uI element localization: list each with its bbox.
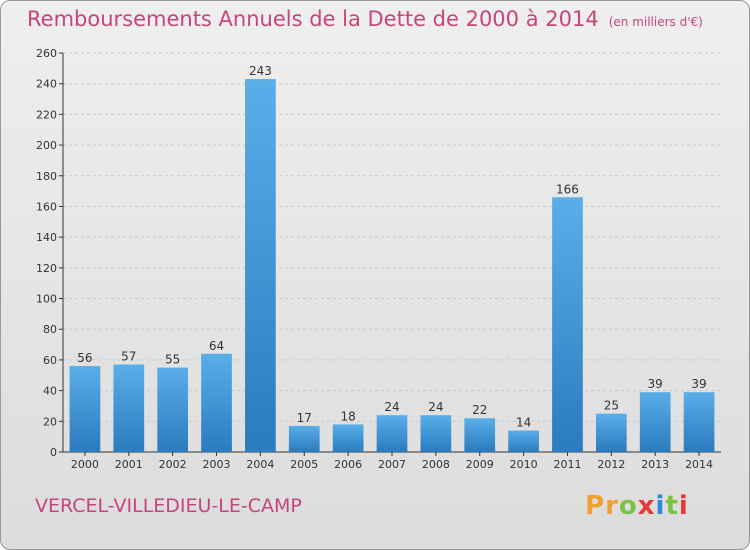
logo-letter: o: [618, 491, 638, 521]
bar: [245, 79, 276, 452]
y-tick-label: 100: [36, 293, 57, 306]
bar-value-label: 18: [340, 409, 355, 423]
x-tick-label: 2007: [378, 458, 406, 471]
bar-value-label: 25: [604, 399, 619, 413]
y-tick-label: 200: [36, 139, 57, 152]
bar-value-label: 22: [472, 403, 487, 417]
x-tick-label: 2004: [246, 458, 274, 471]
grid-lines: [63, 52, 721, 422]
y-tick-label: 60: [43, 354, 57, 367]
y-tick-label: 140: [36, 231, 57, 244]
bar: [464, 418, 496, 452]
x-tick-label: 2000: [71, 458, 99, 471]
bar: [595, 413, 627, 452]
bar: [552, 197, 583, 452]
bar: [201, 353, 232, 452]
logo-letter: x: [637, 491, 656, 521]
x-tick-labels: 2000 2001 2002 2003 2004 2005 2006 2007 2008 2009…: [71, 458, 713, 471]
y-tick-label: 160: [36, 200, 57, 213]
x-tick-label: 2003: [203, 458, 231, 471]
logo-letter: i: [655, 491, 666, 521]
bar: [683, 392, 715, 452]
bar: [376, 415, 408, 452]
bar-value-label: 24: [428, 400, 443, 414]
logo-letter: r: [605, 491, 619, 521]
y-tick-label: 240: [36, 78, 57, 91]
x-tick-label: 2014: [685, 458, 713, 471]
commune-name: VERCEL-VILLEDIEU-LE-CAMP: [35, 495, 302, 517]
bar-value-label: 166: [556, 182, 579, 196]
y-tick-label: 120: [36, 262, 57, 275]
bar: [113, 364, 145, 452]
logo-letter: t: [665, 491, 679, 521]
x-tick-label: 2012: [597, 458, 625, 471]
bar-value-label: 57: [121, 350, 136, 364]
bar: [508, 430, 539, 452]
x-tick-label: 2005: [290, 458, 318, 471]
chart-title: Remboursements Annuels de la Dette de 20…: [27, 7, 703, 31]
y-tick-label: 220: [36, 108, 57, 121]
logo-letter: i: [678, 491, 689, 521]
x-tick-label: 2009: [466, 458, 494, 471]
x-tick-label: 2010: [510, 458, 538, 471]
bars: [69, 79, 715, 452]
bar: [332, 424, 364, 452]
bar: [639, 392, 671, 452]
x-tick-label: 2001: [115, 458, 143, 471]
bar: [157, 367, 189, 452]
x-tick-label: 2002: [159, 458, 187, 471]
bar-value-label: 39: [691, 377, 706, 391]
x-tick-label: 2013: [641, 458, 669, 471]
chart-title-text: Remboursements Annuels de la Dette de 20…: [27, 7, 599, 31]
logo-letter: P: [585, 491, 606, 521]
proxiti-logo: Proxiti: [585, 491, 689, 521]
bar: [420, 415, 452, 452]
y-tick-labels: 0 20 40 60 80 100 120 140 160 180 200 220 240 260: [36, 47, 57, 459]
y-tick-label: 20: [43, 415, 57, 428]
bar: [288, 425, 320, 452]
chart-unit: (en milliers d'€): [608, 15, 703, 29]
bar-value-label: 56: [77, 351, 92, 365]
bar-value-label: 14: [516, 416, 531, 430]
y-tick-label: 0: [50, 446, 57, 459]
bar-value-label: 24: [384, 400, 399, 414]
y-tick-label: 40: [43, 385, 57, 398]
bar: [69, 366, 101, 452]
y-tick-label: 80: [43, 323, 57, 336]
y-tick-label: 260: [36, 47, 57, 60]
bar-value-label: 17: [297, 411, 312, 425]
data-labels: 56 57 55 64 243 17 18 24 24 22 14 166 25 39 39: [77, 64, 706, 429]
bar-value-label: 39: [648, 377, 663, 391]
x-tick-label: 2008: [422, 458, 450, 471]
y-tick-label: 180: [36, 170, 57, 183]
bar-value-label: 64: [209, 339, 224, 353]
bar-value-label: 55: [165, 353, 180, 367]
x-tick-label: 2011: [553, 458, 581, 471]
bar-value-label: 243: [249, 64, 272, 78]
x-tick-label: 2006: [334, 458, 362, 471]
